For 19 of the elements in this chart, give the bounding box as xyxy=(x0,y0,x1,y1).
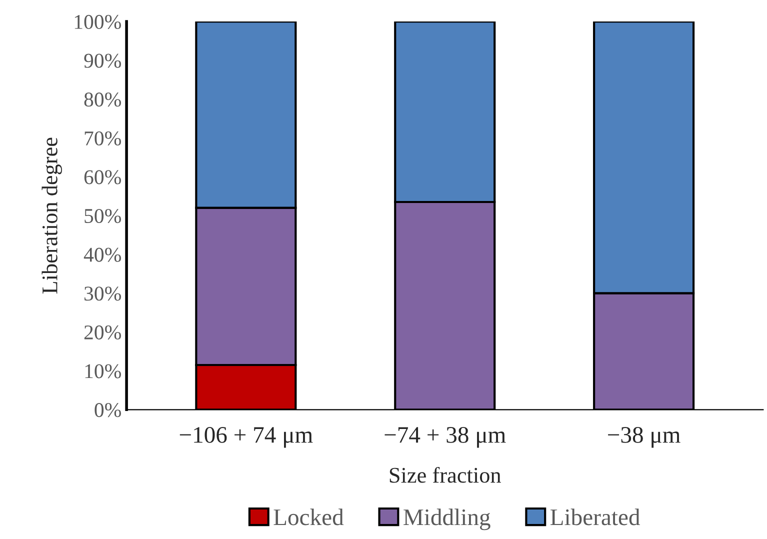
y-axis-title: Liberation degree xyxy=(42,138,62,294)
legend-label: Liberated xyxy=(550,508,640,526)
x-tick-label: −38 μm xyxy=(608,426,680,448)
y-tick-label: 30% xyxy=(84,286,121,301)
y-tick-label: 90% xyxy=(84,54,121,68)
legend-label: Locked xyxy=(274,508,344,526)
y-tick-label: 80% xyxy=(84,92,121,107)
y-tick-label: 20% xyxy=(84,325,121,340)
y-tick-label: 0% xyxy=(94,403,121,418)
x-axis-title: Size fraction xyxy=(390,466,501,483)
y-tick-label: 60% xyxy=(84,170,121,184)
y-tick-label: 100% xyxy=(74,14,121,30)
x-tick-label: −74 + 38 μm xyxy=(384,426,506,448)
y-tick-label: 70% xyxy=(84,131,121,146)
x-tick-label: −106 + 74 μm xyxy=(180,426,313,448)
y-tick-label: 40% xyxy=(84,248,121,262)
y-tick-label: 10% xyxy=(85,364,121,378)
legend-label: Middling xyxy=(404,508,490,530)
y-tick-label: 50% xyxy=(84,208,121,224)
